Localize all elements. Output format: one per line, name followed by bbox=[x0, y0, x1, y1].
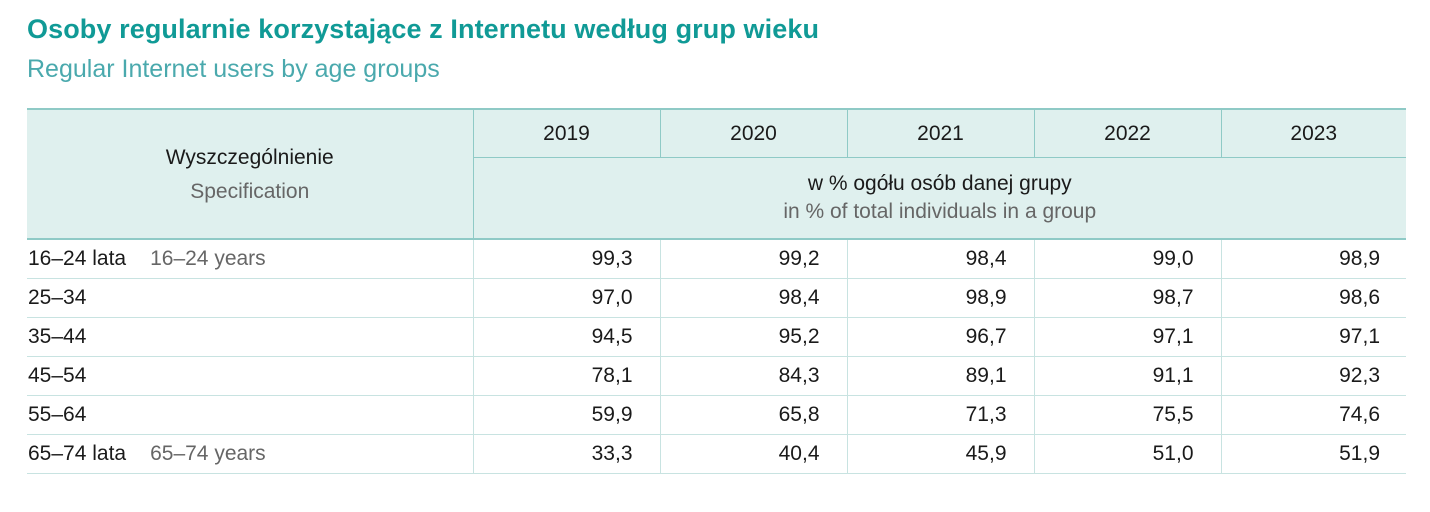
row-label: 65–74 lata 65–74 years bbox=[27, 434, 474, 474]
table-cell: 99,2 bbox=[659, 239, 847, 279]
row-label-polish: 45–54 bbox=[28, 364, 87, 387]
table-cell: 91,1 bbox=[1033, 356, 1221, 396]
table-row: 65–74 lata 65–74 years 33,3 40,4 45,9 51,… bbox=[27, 434, 1406, 474]
unit-header-english: in % of total individuals in a group bbox=[783, 200, 1097, 224]
internet-users-table: Wyszczególnienie Specification 2019 2020… bbox=[27, 108, 1406, 474]
header-row-years: Wyszczególnienie Specification 2019 2020… bbox=[27, 108, 1406, 240]
table-cell: 98,4 bbox=[659, 278, 847, 318]
table-cell: 51,0 bbox=[1033, 434, 1221, 474]
table-cell: 98,4 bbox=[846, 239, 1034, 279]
table-cell: 99,3 bbox=[472, 239, 660, 279]
table-cell: 98,9 bbox=[1220, 239, 1406, 279]
year-header: 2020 bbox=[659, 108, 847, 159]
row-label-polish: 35–44 bbox=[28, 325, 87, 348]
table-cell: 59,9 bbox=[472, 395, 660, 435]
table-cell: 98,6 bbox=[1220, 278, 1406, 318]
table-cell: 98,9 bbox=[846, 278, 1034, 318]
table-row: 45–54 78,1 84,3 89,1 91,1 92,3 bbox=[27, 356, 1406, 396]
year-header: 2023 bbox=[1220, 108, 1406, 159]
header-row-unit: w % ogółu osób danej grupy in % of total… bbox=[27, 157, 1406, 241]
table-title-english: Regular Internet users by age groups bbox=[27, 55, 440, 83]
row-label: 35–44 bbox=[27, 317, 474, 357]
table-cell: 75,5 bbox=[1033, 395, 1221, 435]
specification-header: Wyszczególnienie Specification bbox=[27, 108, 474, 240]
specification-header-polish: Wyszczególnienie bbox=[165, 146, 334, 169]
table-cell: 95,2 bbox=[659, 317, 847, 357]
row-label-english: 65–74 years bbox=[150, 442, 266, 465]
unit-header-polish: w % ogółu osób danej grupy bbox=[807, 172, 1072, 196]
table-row: 16–24 lata 16–24 years 99,3 99,2 98,4 99,… bbox=[27, 239, 1406, 279]
table-cell: 33,3 bbox=[472, 434, 660, 474]
specification-header-english: Specification bbox=[190, 180, 310, 203]
table-row: 55–64 59,9 65,8 71,3 75,5 74,6 bbox=[27, 395, 1406, 435]
table-cell: 78,1 bbox=[472, 356, 660, 396]
row-label-polish: 25–34 bbox=[28, 286, 87, 309]
table-cell: 51,9 bbox=[1220, 434, 1406, 474]
table-cell: 99,0 bbox=[1033, 239, 1221, 279]
unit-header: w % ogółu osób danej grupy in % of total… bbox=[472, 157, 1406, 241]
year-header: 2022 bbox=[1033, 108, 1221, 159]
table-cell: 92,3 bbox=[1220, 356, 1406, 396]
row-label-polish: 55–64 bbox=[28, 403, 87, 426]
table-cell: 97,0 bbox=[472, 278, 660, 318]
table-cell: 71,3 bbox=[846, 395, 1034, 435]
table-cell: 65,8 bbox=[659, 395, 847, 435]
table-cell: 97,1 bbox=[1033, 317, 1221, 357]
table-cell: 89,1 bbox=[846, 356, 1034, 396]
table-cell: 94,5 bbox=[472, 317, 660, 357]
table-row: 25–34 97,0 98,4 98,9 98,7 98,6 bbox=[27, 278, 1406, 318]
row-label-polish: 65–74 lata bbox=[28, 442, 127, 465]
table-cell: 74,6 bbox=[1220, 395, 1406, 435]
row-label: 16–24 lata 16–24 years bbox=[27, 239, 474, 279]
table-title-polish: Osoby regularnie korzystające z Internet… bbox=[27, 14, 820, 44]
table-cell: 84,3 bbox=[659, 356, 847, 396]
row-label: 45–54 bbox=[27, 356, 474, 396]
row-label-polish: 16–24 lata bbox=[28, 247, 127, 270]
year-header: 2019 bbox=[472, 108, 660, 159]
table-row: 35–44 94,5 95,2 96,7 97,1 97,1 bbox=[27, 317, 1406, 357]
table-cell: 97,1 bbox=[1220, 317, 1406, 357]
row-label: 55–64 bbox=[27, 395, 474, 435]
table-cell: 96,7 bbox=[846, 317, 1034, 357]
table-cell: 45,9 bbox=[846, 434, 1034, 474]
row-label-english: 16–24 years bbox=[150, 247, 266, 270]
table-cell: 40,4 bbox=[659, 434, 847, 474]
table-cell: 98,7 bbox=[1033, 278, 1221, 318]
row-label: 25–34 bbox=[27, 278, 474, 318]
year-header: 2021 bbox=[846, 108, 1034, 159]
